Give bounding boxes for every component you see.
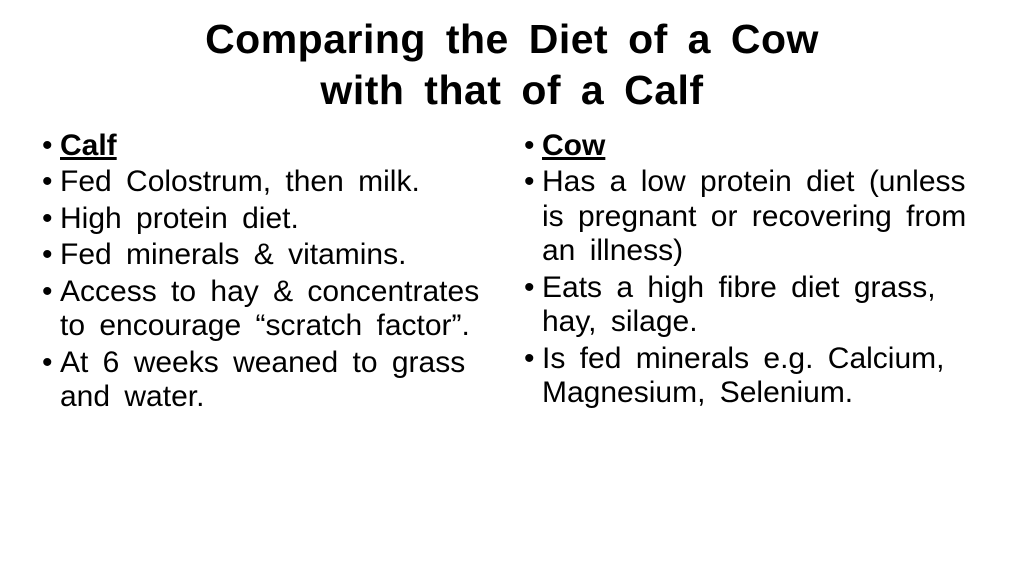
list-item: Access to hay & concentrates to encourag…	[40, 275, 502, 344]
list-item: Fed Colostrum, then milk.	[40, 165, 502, 200]
cow-heading: Cow	[542, 129, 605, 162]
left-column: Calf Fed Colostrum, then milk. High prot…	[40, 129, 502, 417]
list-item: Fed minerals & vitamins.	[40, 238, 502, 273]
calf-list: Calf Fed Colostrum, then milk. High prot…	[40, 129, 502, 415]
list-item: Is fed minerals e.g. Calcium, Magnesium,…	[522, 342, 984, 411]
cow-list: Cow Has a low protein diet (unless is pr…	[522, 129, 984, 411]
calf-heading: Calf	[60, 129, 117, 162]
list-item: At 6 weeks weaned to grass and water.	[40, 346, 502, 415]
title-line-1: Comparing the Diet of a Cow	[205, 16, 819, 62]
list-item: Eats a high fibre diet grass, hay, silag…	[522, 271, 984, 340]
slide-title: Comparing the Diet of a Cow with that of…	[40, 14, 984, 117]
right-column: Cow Has a low protein diet (unless is pr…	[522, 129, 984, 417]
two-column-layout: Calf Fed Colostrum, then milk. High prot…	[40, 129, 984, 417]
list-item: Has a low protein diet (unless is pregna…	[522, 165, 984, 269]
list-item: High protein diet.	[40, 202, 502, 237]
title-line-2: with that of a Calf	[320, 67, 703, 113]
